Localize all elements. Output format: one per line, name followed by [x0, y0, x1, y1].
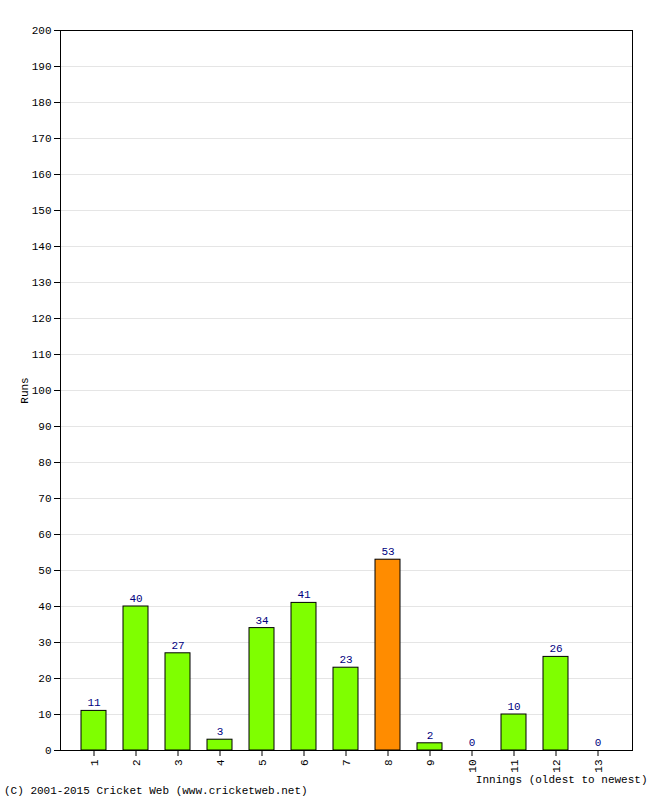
svg-text:3: 3	[173, 760, 185, 767]
svg-text:70: 70	[38, 493, 51, 505]
svg-text:6: 6	[299, 760, 311, 767]
svg-text:160: 160	[32, 169, 52, 181]
svg-text:11: 11	[509, 759, 521, 773]
svg-text:190: 190	[32, 61, 52, 73]
svg-text:140: 140	[32, 241, 52, 253]
svg-text:90: 90	[38, 421, 51, 433]
svg-text:60: 60	[38, 529, 51, 541]
svg-text:9: 9	[425, 760, 437, 767]
svg-text:0: 0	[45, 745, 52, 757]
svg-text:50: 50	[38, 565, 51, 577]
svg-text:53: 53	[381, 546, 394, 558]
svg-text:120: 120	[32, 313, 52, 325]
html-text:(C) 2001-2015 Cricket Web (www: (C) 2001-2015 Cricket Web (www.cricketwe…	[4, 785, 308, 797]
svg-text:180: 180	[32, 97, 52, 109]
svg-text:27: 27	[171, 640, 184, 652]
svg-text:170: 170	[32, 133, 52, 145]
svg-text:13: 13	[593, 760, 605, 773]
svg-text:5: 5	[257, 760, 269, 767]
svg-text:10: 10	[38, 709, 51, 721]
svg-text:7: 7	[341, 760, 353, 767]
svg-text:3: 3	[217, 726, 224, 738]
svg-text:0: 0	[595, 737, 602, 749]
svg-text:40: 40	[129, 593, 142, 605]
svg-text:30: 30	[38, 637, 51, 649]
svg-text:12: 12	[551, 760, 563, 773]
svg-text:4: 4	[215, 759, 227, 766]
svg-text:0: 0	[469, 737, 476, 749]
svg-text:130: 130	[32, 277, 52, 289]
svg-text:100: 100	[32, 385, 52, 397]
svg-text:2: 2	[131, 760, 143, 767]
svg-text:34: 34	[255, 615, 269, 627]
svg-text:8: 8	[383, 760, 395, 767]
svg-text:10: 10	[467, 760, 479, 773]
svg-text:Runs: Runs	[19, 377, 31, 403]
svg-text:150: 150	[32, 205, 52, 217]
svg-text:26: 26	[549, 643, 562, 655]
svg-text:10: 10	[507, 701, 520, 713]
svg-text:110: 110	[32, 349, 52, 361]
svg-text:Innings (oldest to newest): Innings (oldest to newest)	[476, 774, 648, 786]
svg-text:23: 23	[339, 654, 352, 666]
svg-text:80: 80	[38, 457, 51, 469]
svg-text:200: 200	[32, 25, 52, 37]
svg-text:11: 11	[87, 697, 101, 709]
svg-text:2: 2	[427, 730, 434, 742]
svg-text:1: 1	[89, 759, 101, 766]
svg-text:41: 41	[297, 589, 311, 601]
svg-text:20: 20	[38, 673, 51, 685]
svg-text:40: 40	[38, 601, 51, 613]
